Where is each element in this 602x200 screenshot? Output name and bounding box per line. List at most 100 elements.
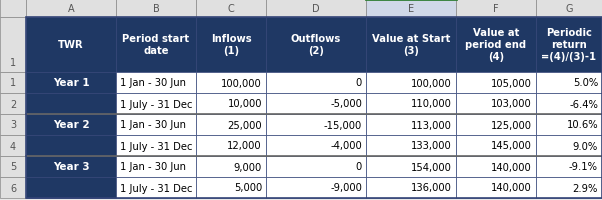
Bar <box>366 135 456 156</box>
Text: 100,000: 100,000 <box>411 78 452 88</box>
Bar <box>266 73 366 94</box>
Bar <box>266 156 366 177</box>
Text: Year 1: Year 1 <box>53 78 89 88</box>
Bar <box>0 177 26 198</box>
Text: 1: 1 <box>10 78 16 88</box>
Bar <box>536 18 602 73</box>
Text: Inflows
(1): Inflows (1) <box>211 34 251 56</box>
Text: 9.0%: 9.0% <box>573 141 598 151</box>
Text: -15,000: -15,000 <box>324 120 362 130</box>
Bar <box>196 135 266 156</box>
Text: 9,000: 9,000 <box>234 162 262 172</box>
Text: -9,000: -9,000 <box>330 183 362 193</box>
Bar <box>0 73 26 94</box>
Bar <box>456 94 536 114</box>
Bar <box>536 114 602 135</box>
Bar <box>536 73 602 94</box>
Text: 6: 6 <box>10 183 16 193</box>
Text: -4,000: -4,000 <box>330 141 362 151</box>
Bar <box>536 177 602 198</box>
Text: 10.6%: 10.6% <box>566 120 598 130</box>
Text: 105,000: 105,000 <box>491 78 532 88</box>
Text: TWR: TWR <box>58 40 84 50</box>
Text: 145,000: 145,000 <box>491 141 532 151</box>
Bar <box>0 94 26 114</box>
Bar <box>116 73 196 94</box>
Text: 133,000: 133,000 <box>411 141 452 151</box>
Bar <box>196 0 266 18</box>
Text: E: E <box>408 4 414 14</box>
Bar <box>196 114 266 135</box>
Bar <box>366 177 456 198</box>
Text: B: B <box>153 4 160 14</box>
Bar <box>0 135 26 156</box>
Bar <box>266 177 366 198</box>
Bar <box>26 135 116 156</box>
Text: 5: 5 <box>10 162 16 172</box>
Text: D: D <box>312 4 320 14</box>
Bar <box>0 0 26 18</box>
Bar <box>456 177 536 198</box>
Bar <box>366 0 456 18</box>
Bar <box>366 114 456 135</box>
Bar <box>116 177 196 198</box>
Text: Year 3: Year 3 <box>53 162 89 172</box>
Bar <box>456 156 536 177</box>
Text: 5,000: 5,000 <box>234 183 262 193</box>
Text: Outflows
(2): Outflows (2) <box>291 34 341 56</box>
Text: 1 July - 31 Dec: 1 July - 31 Dec <box>120 141 193 151</box>
Bar <box>0 156 26 177</box>
Text: 10,000: 10,000 <box>228 99 262 109</box>
Text: 136,000: 136,000 <box>411 183 452 193</box>
Text: -5,000: -5,000 <box>330 99 362 109</box>
Text: 0: 0 <box>356 162 362 172</box>
Bar <box>0 114 26 135</box>
Bar <box>536 94 602 114</box>
Bar <box>266 94 366 114</box>
Bar <box>456 114 536 135</box>
Text: 140,000: 140,000 <box>491 162 532 172</box>
Bar <box>26 94 116 114</box>
Bar <box>26 18 116 73</box>
Text: A: A <box>67 4 74 14</box>
Bar <box>266 114 366 135</box>
Text: 140,000: 140,000 <box>491 183 532 193</box>
Text: 5.0%: 5.0% <box>573 78 598 88</box>
Bar <box>536 156 602 177</box>
Text: 4: 4 <box>10 141 16 151</box>
Text: 125,000: 125,000 <box>491 120 532 130</box>
Text: 1 Jan - 30 Jun: 1 Jan - 30 Jun <box>120 162 186 172</box>
Bar <box>536 135 602 156</box>
Text: 2: 2 <box>10 99 16 109</box>
Text: 154,000: 154,000 <box>411 162 452 172</box>
Bar <box>196 94 266 114</box>
Text: 1 July - 31 Dec: 1 July - 31 Dec <box>120 183 193 193</box>
Text: F: F <box>493 4 499 14</box>
Bar <box>456 135 536 156</box>
Bar <box>456 73 536 94</box>
Bar <box>26 114 116 135</box>
Bar <box>116 18 196 73</box>
Text: C: C <box>228 4 234 14</box>
Text: -6.4%: -6.4% <box>569 99 598 109</box>
Text: 3: 3 <box>10 120 16 130</box>
Bar <box>456 18 536 73</box>
Bar <box>196 156 266 177</box>
Text: 103,000: 103,000 <box>491 99 532 109</box>
Bar <box>26 0 116 18</box>
Text: 1 Jan - 30 Jun: 1 Jan - 30 Jun <box>120 120 186 130</box>
Bar <box>116 156 196 177</box>
Bar <box>266 135 366 156</box>
Bar <box>26 156 116 177</box>
Text: Periodic
return
=(4)/(3)-1: Periodic return =(4)/(3)-1 <box>541 28 597 62</box>
Bar <box>26 73 116 94</box>
Text: 1 Jan - 30 Jun: 1 Jan - 30 Jun <box>120 78 186 88</box>
Bar <box>116 114 196 135</box>
Text: -9.1%: -9.1% <box>569 162 598 172</box>
Text: 110,000: 110,000 <box>411 99 452 109</box>
Bar <box>366 73 456 94</box>
Text: Value at Start
(3): Value at Start (3) <box>372 34 450 56</box>
Text: Value at
period end
(4): Value at period end (4) <box>465 28 527 62</box>
Bar <box>536 0 602 18</box>
Text: 1: 1 <box>10 58 16 68</box>
